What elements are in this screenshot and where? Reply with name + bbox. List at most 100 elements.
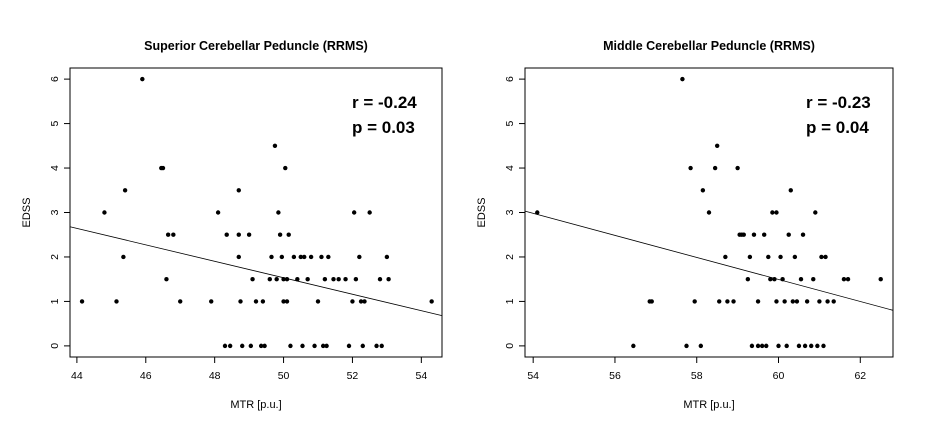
panel-2-data-point-21 (745, 276, 751, 282)
panel-1-data-point-57 (331, 276, 336, 282)
panel-2-data-point-24 (751, 232, 757, 237)
panel-2-data-point-25 (755, 343, 761, 349)
panel-2-data-point-35 (774, 299, 779, 304)
panel-1-data-point-63 (353, 276, 359, 282)
panel-2-data-point-20 (741, 232, 746, 237)
panel-1-data-point-47 (302, 254, 307, 260)
panel-1-data-point-58 (336, 276, 341, 282)
panel-2-data-point-45 (794, 299, 800, 304)
panel-2-data-point-23 (749, 343, 755, 349)
panel-1-x-tick-label-3: 50 (278, 370, 290, 382)
panel-1-data-point-8 (164, 276, 169, 282)
panel-2-data-point-40 (784, 343, 789, 349)
panel-2-y-tick-label-4: 4 (504, 165, 516, 171)
panel-1-data-point-60 (346, 343, 352, 349)
panel-1-data-point-12 (209, 299, 214, 304)
panel-1-data-point-15 (224, 232, 229, 237)
panel-1-data-point-41 (286, 232, 291, 237)
panel-2-data-point-36 (776, 343, 781, 349)
panel-2-data-point-48 (800, 232, 806, 237)
panel-1-data-point-26 (258, 343, 264, 349)
panel-2-data-point-8 (698, 343, 704, 349)
panel-1-y-tick-label-3: 3 (49, 209, 61, 215)
panel-1-data-point-43 (291, 254, 297, 260)
panel-1-data-point-73 (386, 276, 391, 282)
panel-1-data-point-51 (315, 299, 321, 304)
panel-2-data-point-7 (692, 299, 697, 304)
panel-2-data-point-47 (798, 276, 804, 282)
panel-1-data-point-11 (178, 299, 183, 304)
panel-1-data-point-40 (284, 299, 290, 304)
panel-1-data-point-14 (222, 343, 228, 349)
panel-2-y-tick-label-1: 1 (504, 298, 516, 304)
panel-1-data-point-28 (262, 343, 267, 349)
panel-2-x-tick-label-0: 54 (527, 370, 539, 382)
panel-1-data-point-49 (308, 254, 314, 260)
panel-2-data-point-43 (790, 299, 796, 304)
panel-1-data-point-17 (236, 188, 241, 193)
panel-2-data-point-3 (649, 299, 654, 304)
panel-1-data-point-10 (171, 232, 176, 237)
panel-1-y-tick-label-0: 0 (49, 343, 61, 349)
panel-2-data-point-30 (766, 254, 771, 260)
panel-2-data-point-0 (535, 210, 540, 215)
panel-1-x-tick-label-5: 54 (415, 370, 427, 382)
panel-1-data-point-33 (276, 210, 281, 215)
panel-1-data-point-34 (277, 232, 283, 237)
panel-1-data-point-2 (114, 299, 119, 304)
panel-1-y-tick-label-2: 2 (49, 254, 61, 260)
panel-1-data-point-39 (284, 276, 290, 282)
panel-2-data-point-59 (825, 299, 830, 304)
panel-1-data-point-37 (281, 299, 286, 304)
panel-1-data-point-23 (248, 343, 254, 349)
panel-1-data-point-70 (377, 276, 383, 282)
panel-2-data-point-1 (631, 343, 636, 349)
panel-1-data-point-42 (288, 343, 293, 349)
panel-1-data-point-53 (320, 343, 326, 349)
panel-1-data-point-24 (250, 276, 255, 282)
panel-1-data-point-62 (351, 210, 357, 215)
panel-2-data-point-51 (809, 343, 814, 349)
panel-1-data-point-66 (360, 343, 365, 349)
panel-1-data-point-9 (165, 232, 171, 237)
panel-1-y-tick-label-1: 1 (49, 298, 61, 304)
panel-1-data-point-46 (300, 343, 305, 349)
panel-1-data-point-59 (343, 276, 348, 282)
panel-1-data-point-3 (121, 254, 126, 260)
panel-2-data-point-38 (780, 276, 785, 282)
panel-2-chart-title: Middle Cerebellar Peduncle (RRMS) (603, 39, 815, 53)
panel-1-data-point-64 (357, 254, 362, 260)
panel-1-data-point-18 (236, 232, 241, 237)
panel-2-data-point-5 (684, 343, 689, 349)
panel-2-data-point-22 (747, 254, 753, 260)
panel-2-data-point-33 (772, 276, 777, 282)
panel-2-x-tick-label-1: 56 (609, 370, 621, 382)
panel-1-x-tick-label-1: 46 (140, 370, 152, 382)
panel-2-data-point-41 (786, 232, 791, 237)
panel-2-y-tick-label-0: 0 (504, 343, 516, 349)
panel-2-x-tick-label-2: 58 (691, 370, 703, 382)
panel-2-y-tick-label-5: 5 (504, 120, 516, 126)
panel-2-data-point-49 (802, 343, 808, 349)
panel-2-data-point-58 (823, 254, 828, 260)
panel-2-data-point-60 (831, 299, 836, 304)
panel-2-data-point-11 (712, 165, 718, 171)
panel-1-data-point-19 (236, 254, 241, 260)
panel-2-data-point-29 (764, 343, 769, 349)
panel-2-data-point-61 (841, 276, 847, 282)
panel-2-data-point-42 (788, 188, 793, 193)
panel-1-y-tick-label-4: 4 (49, 165, 61, 171)
panel-2-data-point-27 (759, 343, 765, 349)
panel-1-regression-line (69, 226, 443, 317)
panel-2-y-tick-label-6: 6 (504, 76, 516, 82)
panel-2-data-point-16 (731, 299, 736, 304)
panel-2-data-point-31 (768, 276, 773, 282)
panel-2-data-point-50 (804, 299, 810, 304)
panel-1-data-point-16 (227, 343, 233, 349)
panel-1-data-point-52 (319, 254, 324, 260)
panel-2-x-axis-label: MTR [p.u.] (683, 399, 734, 411)
panel-1-data-point-50 (312, 343, 317, 349)
panel-1-data-point-68 (367, 210, 372, 215)
panel-1-data-point-54 (322, 276, 328, 282)
panel-2-data-point-10 (706, 210, 712, 215)
